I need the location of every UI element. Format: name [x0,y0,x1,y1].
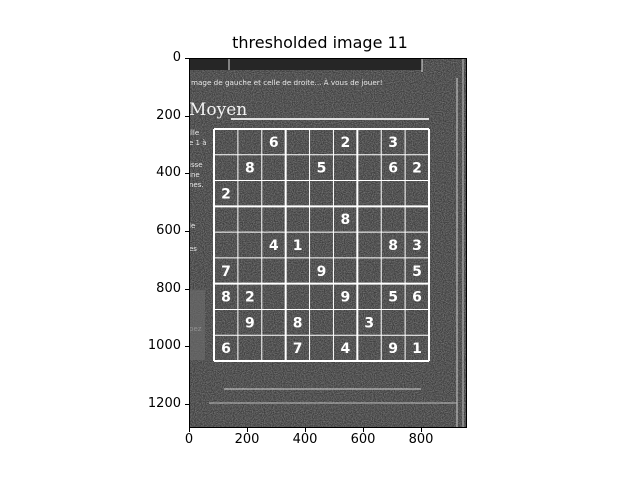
y-tick-mark [185,289,189,290]
sudoku-digit: 8 [221,290,231,306]
sudoku-digit: 2 [245,290,255,306]
sudoku-digit: 6 [221,341,231,357]
x-tick-mark [363,428,364,432]
sudoku-digit: 1 [293,238,303,254]
sudoku-digit: 6 [388,161,398,177]
side-snippet: e 1 à [189,139,207,147]
side-snippet: isse [189,161,203,169]
side-snippet: nes. [189,181,204,189]
y-tick-mark [185,231,189,232]
sudoku-digit: 5 [412,264,422,280]
image-canvas: mage de gauche et celle de droite... À v… [189,58,467,428]
side-snippet: ille [189,129,199,137]
sudoku-digit: 6 [412,290,422,306]
sudoku-digit: 9 [388,341,398,357]
side-snippet: ine [189,171,200,179]
x-tick-mark [189,428,190,432]
y-tick-mark [185,58,189,59]
sudoku-digit: 4 [269,238,279,254]
x-tick-mark [305,428,306,432]
header-text: mage de gauche et celle de droite... À v… [191,78,383,87]
sudoku-digit: 3 [388,135,398,151]
x-tick-mark [247,428,248,432]
x-tick-label: 600 [350,432,376,447]
x-tick-label: 200 [234,432,260,447]
sudoku-digit: 3 [412,238,422,254]
y-tick-label: 200 [156,108,181,123]
sudoku-digit: 9 [245,315,255,331]
sudoku-digit: 8 [388,238,398,254]
side-snippet: le [189,222,195,230]
sudoku-digit: 6 [269,135,279,151]
y-tick-mark [185,116,189,117]
y-tick-mark [185,404,189,405]
x-tick-label: 0 [184,432,194,447]
sudoku-digit: 2 [412,161,422,177]
y-tick-label: 0 [172,50,181,65]
x-tick-mark [421,428,422,432]
x-tick-label: 400 [292,432,318,447]
y-tick-label: 600 [156,223,181,238]
sudoku-digit: 8 [245,161,255,177]
sudoku-digit: 4 [341,341,351,357]
sudoku-digit: 9 [317,264,327,280]
sudoku-digit: 8 [293,315,303,331]
side-snippet: es [189,245,197,253]
sudoku-digit: 3 [364,315,374,331]
sudoku-digit: 7 [293,341,303,357]
y-tick-label: 400 [156,165,181,180]
y-tick-label: 1000 [147,338,181,353]
y-tick-label: 800 [156,281,181,296]
thresholded-image: mage de gauche et celle de droite... À v… [189,58,467,428]
x-tick-label: 800 [408,432,434,447]
left-shaded-panel [189,290,205,360]
plot-title: thresholded image 11 [232,33,408,52]
sudoku-digit: 7 [221,264,231,280]
y-tick-mark [185,346,189,347]
sudoku-digit: 1 [412,341,422,357]
sudoku-digit: 5 [317,161,327,177]
top-paper-edge [189,58,422,70]
difficulty-label: Moyen [189,100,247,120]
y-tick-mark [185,173,189,174]
sudoku-digit: 9 [341,290,351,306]
sudoku-digit: 5 [388,290,398,306]
y-tick-label: 1200 [147,396,181,411]
sudoku-digit: 8 [341,212,351,228]
sudoku-digit: 2 [341,135,351,151]
sudoku-digit: 2 [221,186,231,202]
